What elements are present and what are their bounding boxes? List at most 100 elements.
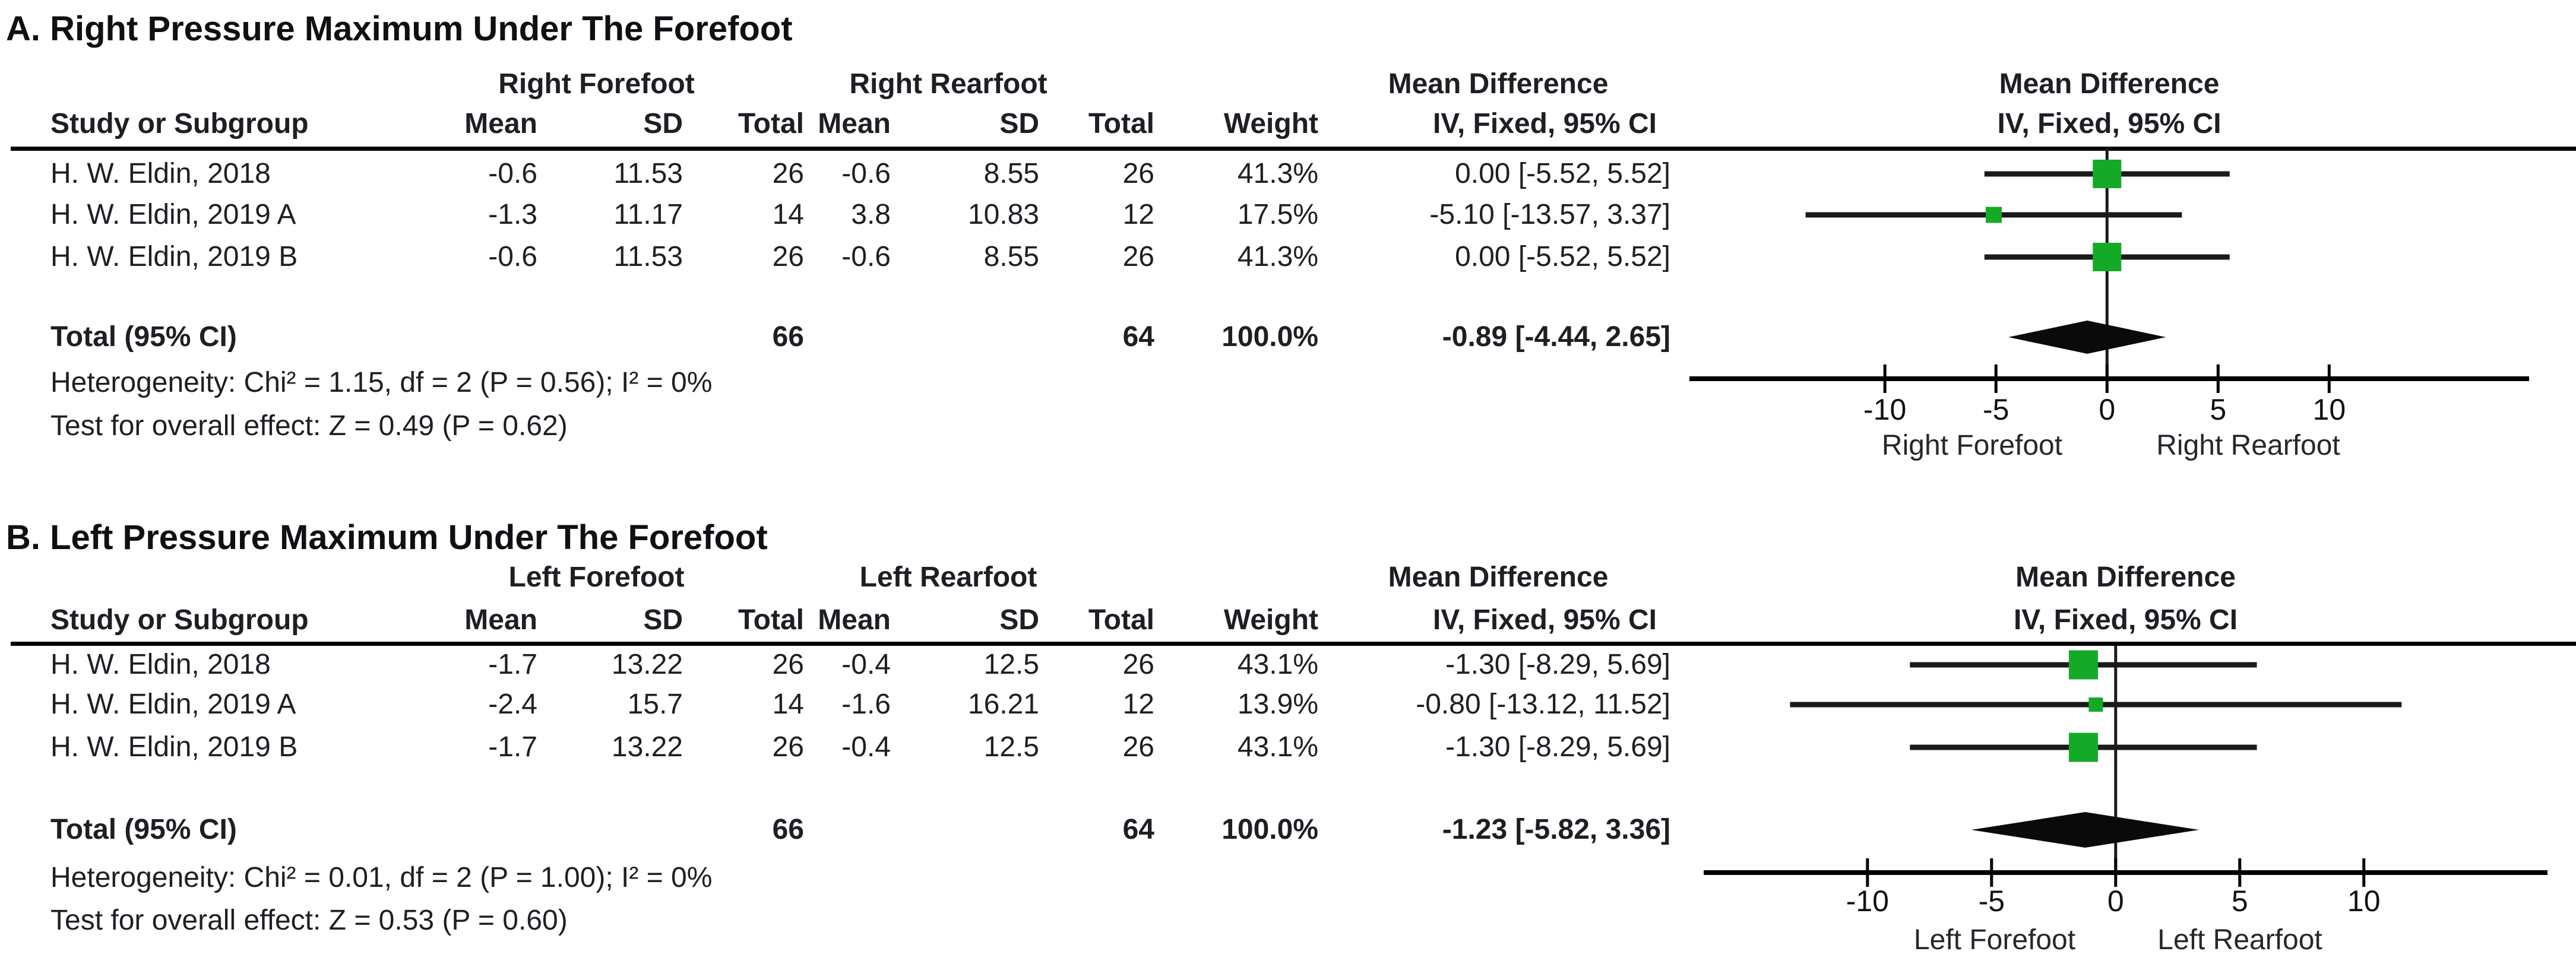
x-axis-label-right: Left Rearfoot [2157, 924, 2322, 956]
study-label: H. W. Eldin, 2019 A [50, 199, 296, 230]
sd-2: 8.55 [983, 158, 1039, 189]
overall-effect-text: Test for overall effect: Z = 0.53 (P = 0… [50, 905, 568, 936]
total-diamond [1971, 812, 2200, 848]
sd-1: 15.7 [627, 689, 683, 720]
overall-effect-text: Test for overall effect: Z = 0.49 (P = 0… [50, 410, 568, 442]
mean-1: -0.6 [488, 158, 537, 189]
group-header-right-rearfoot: Right Rearfoot [849, 68, 1048, 100]
axis-tick-label: 0 [2099, 393, 2115, 426]
mean-1: -1.3 [488, 199, 537, 230]
axis-tick-label: -5 [1983, 393, 2009, 426]
effect-square [2068, 732, 2098, 762]
total-1: 26 [772, 241, 804, 272]
col-header-mean-1: Mean [464, 108, 537, 139]
effect-square [2068, 650, 2098, 680]
sd-2: 16.21 [967, 689, 1039, 720]
total-n-1: 66 [772, 814, 804, 845]
total-1: 14 [772, 689, 804, 720]
total-1: 26 [772, 731, 804, 763]
forest-plot-b: -10 -5 0 5 10 Left Forefoot Left Rearfoot [1704, 645, 2547, 961]
total-1: 14 [772, 199, 804, 230]
sd-2: 8.55 [983, 241, 1039, 272]
axis-tick-label: -5 [1979, 884, 2005, 918]
total-1: 26 [772, 158, 804, 189]
sd-2: 12.5 [983, 731, 1039, 763]
total-n-1: 66 [772, 321, 804, 353]
axis-tick-label: -10 [1863, 393, 1906, 426]
mean-1: -2.4 [488, 689, 537, 720]
mean-2: -0.6 [841, 158, 891, 189]
sd-2: 12.5 [983, 649, 1039, 680]
total-weight: 100.0% [1221, 321, 1318, 353]
total-weight: 100.0% [1221, 814, 1318, 845]
axis-tick-label: 10 [2313, 393, 2346, 426]
col-header-weight: Weight [1223, 604, 1318, 636]
x-axis-label-left: Left Forefoot [1914, 924, 2075, 956]
weight: 43.1% [1237, 649, 1318, 680]
col-header-sd-2: SD [999, 604, 1039, 636]
total-2: 12 [1122, 689, 1154, 720]
weight: 17.5% [1237, 199, 1318, 230]
sd-1: 11.53 [613, 241, 683, 272]
study-label: H. W. Eldin, 2019 B [50, 241, 298, 272]
total-2: 12 [1122, 199, 1154, 230]
header-separator-line [11, 642, 2576, 646]
mean-difference-header: Mean Difference [1388, 562, 1609, 593]
ci-estimate: 0.00 [-5.52, 5.52] [1455, 158, 1670, 189]
ci-estimate: -1.30 [-8.29, 5.69] [1445, 731, 1670, 763]
col-header-sd-1: SD [643, 604, 683, 636]
ci-estimate: -1.30 [-8.29, 5.69] [1445, 649, 1670, 680]
total-label: Total (95% CI) [50, 814, 237, 845]
study-label: H. W. Eldin, 2018 [50, 158, 271, 189]
weight: 41.3% [1237, 158, 1318, 189]
sd-1: 13.22 [611, 649, 683, 680]
axis-tick-label: 10 [2347, 884, 2381, 918]
axis-tick-label: 5 [2232, 884, 2248, 918]
axis-tick-label: 5 [2210, 393, 2226, 426]
total-2: 26 [1122, 158, 1154, 189]
mean-difference-header: Mean Difference [1388, 68, 1609, 100]
weight: 43.1% [1237, 731, 1318, 763]
col-header-mean-2: Mean [818, 108, 891, 139]
col-header-ci: IV, Fixed, 95% CI [1432, 108, 1657, 139]
plot-col-header-ci: IV, Fixed, 95% CI [1997, 108, 2221, 139]
effect-square [1985, 207, 2002, 223]
total-label: Total (95% CI) [50, 321, 237, 353]
study-label: H. W. Eldin, 2019 B [50, 731, 298, 763]
group-header-left-forefoot: Left Forefoot [508, 562, 685, 593]
col-header-mean-1: Mean [464, 604, 537, 636]
col-header-weight: Weight [1223, 108, 1318, 139]
effect-square [2093, 243, 2122, 271]
weight: 41.3% [1237, 241, 1318, 272]
panel-b-title: B. Left Pressure Maximum Under The Foref… [6, 518, 768, 557]
total-n-2: 64 [1122, 321, 1154, 353]
x-axis-label-right: Right Rearfoot [2156, 430, 2340, 461]
plot-mean-difference-header: Mean Difference [1999, 68, 2220, 100]
study-label: H. W. Eldin, 2019 A [50, 689, 296, 720]
col-header-ci: IV, Fixed, 95% CI [1432, 604, 1657, 636]
header-separator-line [11, 147, 2576, 151]
heterogeneity-text: Heterogeneity: Chi² = 0.01, df = 2 (P = … [50, 862, 713, 893]
ci-estimate: -0.80 [-13.12, 11.52] [1416, 689, 1670, 720]
col-header-total-2: Total [1088, 604, 1154, 636]
total-n-2: 64 [1122, 814, 1154, 845]
sd-1: 13.22 [611, 731, 683, 763]
mean-2: -1.6 [841, 689, 891, 720]
col-header-study: Study or Subgroup [50, 604, 309, 636]
total-ci-estimate: -1.23 [-5.82, 3.36] [1442, 814, 1670, 845]
total-2: 26 [1122, 649, 1154, 680]
sd-1: 11.53 [613, 158, 683, 189]
mean-2: -0.4 [841, 649, 891, 680]
group-header-left-rearfoot: Left Rearfoot [859, 562, 1037, 593]
sd-1: 11.17 [613, 199, 683, 230]
total-2: 26 [1122, 241, 1154, 272]
mean-1: -1.7 [488, 731, 537, 763]
weight: 13.9% [1237, 689, 1318, 720]
col-header-sd-2: SD [999, 108, 1039, 139]
effect-square [2088, 697, 2103, 712]
heterogeneity-text: Heterogeneity: Chi² = 1.15, df = 2 (P = … [50, 367, 713, 398]
col-header-study: Study or Subgroup [50, 108, 309, 139]
col-header-total-1: Total [738, 108, 804, 139]
plot-mean-difference-header: Mean Difference [2015, 562, 2236, 593]
mean-1: -1.7 [488, 649, 537, 680]
